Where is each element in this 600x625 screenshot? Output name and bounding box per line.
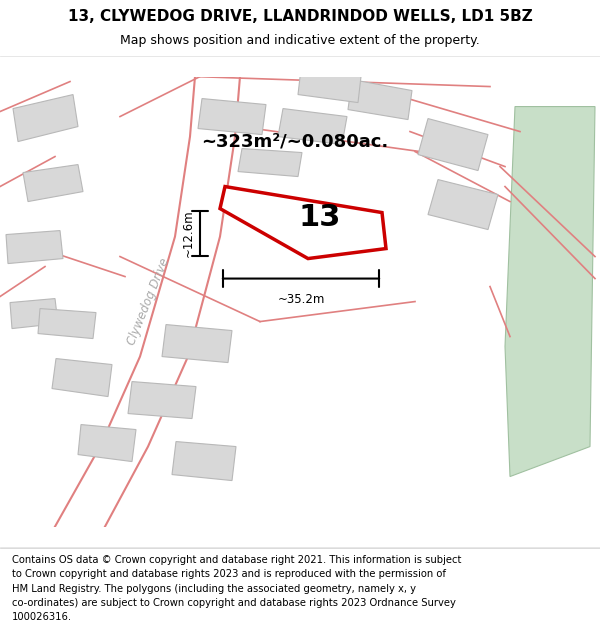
Polygon shape — [198, 99, 266, 134]
Text: 100026316.: 100026316. — [12, 612, 72, 622]
Text: Contains OS data © Crown copyright and database right 2021. This information is : Contains OS data © Crown copyright and d… — [12, 555, 461, 565]
Polygon shape — [418, 119, 488, 171]
Polygon shape — [172, 441, 236, 481]
Polygon shape — [220, 186, 386, 259]
Polygon shape — [52, 359, 112, 397]
Polygon shape — [13, 94, 78, 141]
Text: 13, CLYWEDOG DRIVE, LLANDRINDOD WELLS, LD1 5BZ: 13, CLYWEDOG DRIVE, LLANDRINDOD WELLS, L… — [68, 9, 532, 24]
Text: 13: 13 — [298, 204, 340, 232]
Polygon shape — [505, 106, 595, 476]
Polygon shape — [10, 299, 58, 329]
Text: to Crown copyright and database rights 2023 and is reproduced with the permissio: to Crown copyright and database rights 2… — [12, 569, 446, 579]
Polygon shape — [348, 79, 412, 119]
Polygon shape — [162, 324, 232, 362]
Polygon shape — [238, 149, 302, 176]
Text: ~12.6m: ~12.6m — [182, 210, 195, 258]
Polygon shape — [23, 164, 83, 201]
Polygon shape — [428, 179, 498, 229]
Text: Clywedog Drive: Clywedog Drive — [125, 256, 172, 347]
Text: ~35.2m: ~35.2m — [277, 292, 325, 306]
Text: Map shows position and indicative extent of the property.: Map shows position and indicative extent… — [120, 34, 480, 47]
Polygon shape — [128, 381, 196, 419]
Polygon shape — [78, 424, 136, 461]
Polygon shape — [278, 109, 347, 144]
Polygon shape — [38, 309, 96, 339]
Text: HM Land Registry. The polygons (including the associated geometry, namely x, y: HM Land Registry. The polygons (includin… — [12, 584, 416, 594]
Text: co-ordinates) are subject to Crown copyright and database rights 2023 Ordnance S: co-ordinates) are subject to Crown copyr… — [12, 598, 456, 608]
Polygon shape — [6, 231, 63, 264]
Text: ~323m²/~0.080ac.: ~323m²/~0.080ac. — [202, 132, 389, 151]
Polygon shape — [298, 69, 361, 102]
